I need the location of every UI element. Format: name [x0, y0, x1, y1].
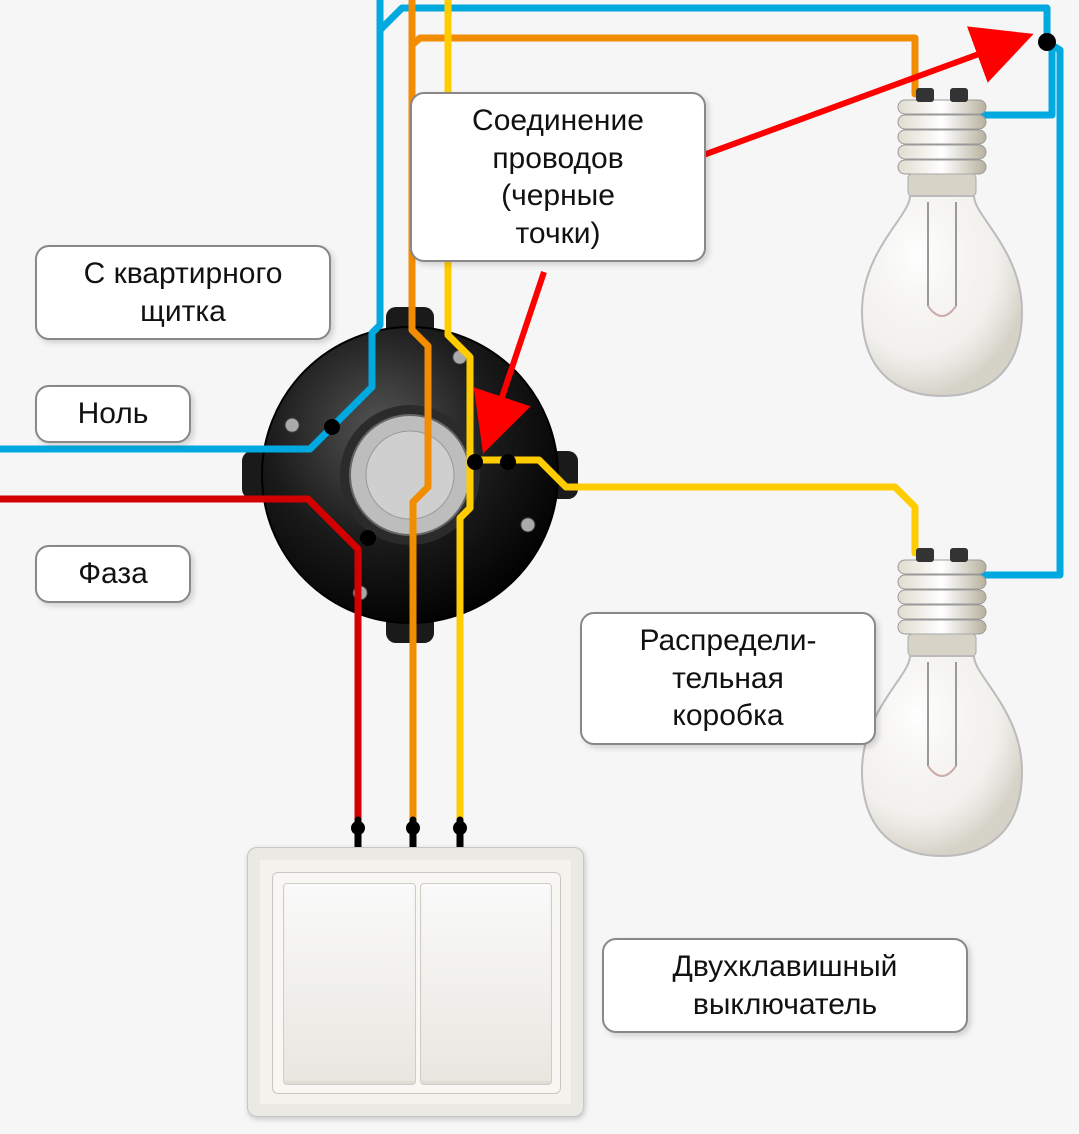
- switch-inner: [272, 872, 561, 1094]
- wiring-diagram: { "canvas": { "width": 1079, "height": 1…: [0, 0, 1079, 1134]
- label-joints: Соединение проводов (черные точки): [410, 92, 706, 262]
- light-bulb: [862, 548, 1022, 856]
- junction-dot: [1038, 33, 1056, 51]
- label-box: Распредели- тельная коробка: [580, 612, 876, 745]
- junction-dot: [406, 821, 420, 835]
- light-bulb: [862, 88, 1022, 396]
- junction-dot: [467, 454, 483, 470]
- junction-dot: [324, 419, 340, 435]
- label-panel: С квартирного щитка: [35, 245, 331, 340]
- label-switch: Двухклавишный выключатель: [602, 938, 968, 1033]
- switch-rocker-right: [420, 883, 553, 1085]
- wire-orange-to-bulb1: [412, 38, 915, 94]
- junction-dot: [453, 821, 467, 835]
- label-neutral: Ноль: [35, 385, 191, 443]
- label-phase: Фаза: [35, 545, 191, 603]
- junction-dot: [500, 454, 516, 470]
- wall-switch: [247, 847, 584, 1117]
- switch-rocker-left: [283, 883, 416, 1085]
- junction-dot: [351, 821, 365, 835]
- junction-dot: [360, 530, 376, 546]
